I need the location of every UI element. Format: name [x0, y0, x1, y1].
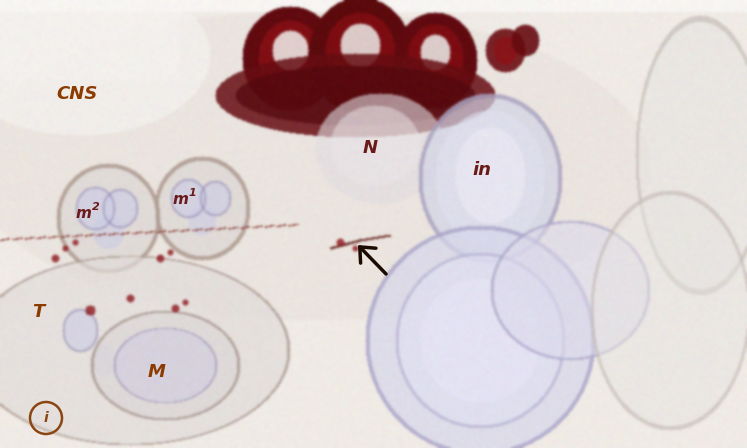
Text: m: m [75, 207, 91, 221]
Text: N: N [362, 139, 377, 157]
Text: 1: 1 [189, 188, 196, 198]
Text: in: in [473, 161, 492, 179]
Text: CNS: CNS [56, 85, 97, 103]
Text: T: T [32, 303, 44, 321]
Text: m: m [172, 193, 188, 207]
Text: 2: 2 [92, 202, 100, 212]
Text: i: i [43, 411, 49, 425]
Text: M: M [148, 363, 166, 381]
